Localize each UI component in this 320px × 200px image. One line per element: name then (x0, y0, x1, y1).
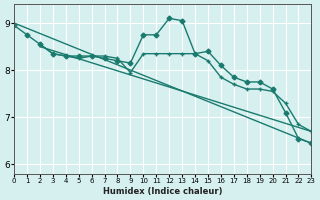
X-axis label: Humidex (Indice chaleur): Humidex (Indice chaleur) (103, 187, 222, 196)
